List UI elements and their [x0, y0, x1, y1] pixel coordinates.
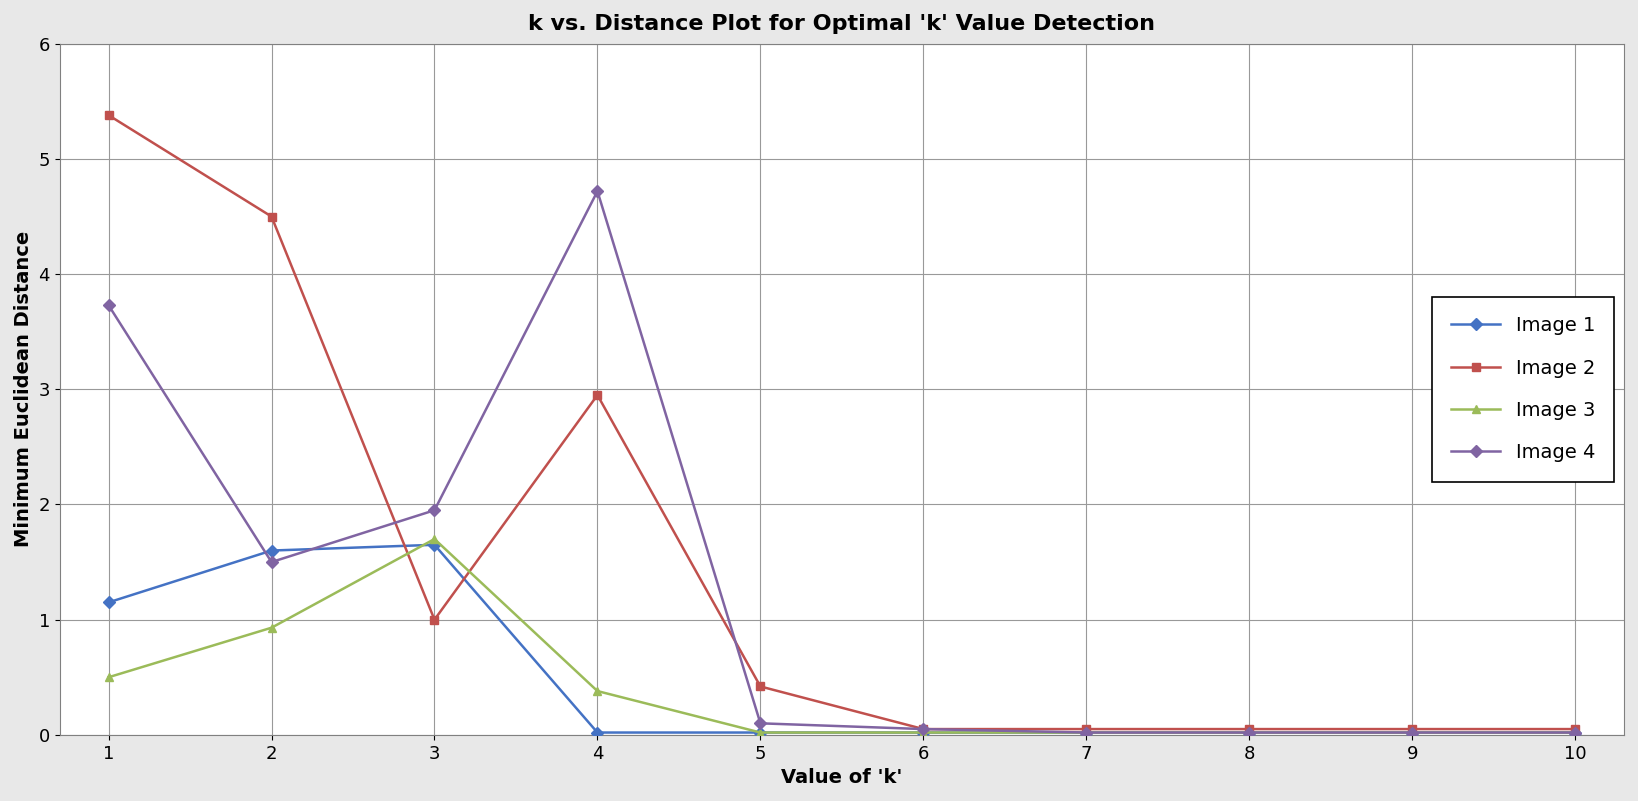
Image 1 — [1240, 728, 1260, 738]
Image 2 — [588, 390, 608, 400]
Line: Image 1: Image 1 — [105, 541, 1579, 737]
Image 2 — [98, 111, 118, 120]
Image 2 — [424, 615, 444, 625]
Image 1 — [588, 728, 608, 738]
Image 1 — [262, 545, 282, 555]
Image 3 — [1240, 728, 1260, 738]
Y-axis label: Minimum Euclidean Distance: Minimum Euclidean Distance — [13, 231, 33, 547]
Image 4 — [262, 557, 282, 567]
Line: Image 4: Image 4 — [105, 187, 1579, 737]
Image 1 — [98, 598, 118, 607]
Image 2 — [1076, 724, 1096, 734]
Image 3 — [262, 623, 282, 633]
Image 2 — [1566, 724, 1586, 734]
Image 4 — [914, 724, 934, 734]
Image 3 — [914, 728, 934, 738]
Image 1 — [1566, 728, 1586, 738]
Image 4 — [1566, 728, 1586, 738]
Image 3 — [98, 672, 118, 682]
Image 2 — [262, 211, 282, 221]
Image 3 — [1402, 728, 1422, 738]
Line: Image 3: Image 3 — [105, 535, 1579, 737]
Image 1 — [914, 728, 934, 738]
Image 2 — [1240, 724, 1260, 734]
Image 1 — [1402, 728, 1422, 738]
Image 4 — [1402, 728, 1422, 738]
Image 2 — [1402, 724, 1422, 734]
Image 2 — [914, 724, 934, 734]
Title: k vs. Distance Plot for Optimal 'k' Value Detection: k vs. Distance Plot for Optimal 'k' Valu… — [529, 14, 1155, 34]
Image 4 — [1076, 728, 1096, 738]
Image 1 — [1076, 728, 1096, 738]
Line: Image 2: Image 2 — [105, 111, 1579, 733]
Image 4 — [424, 505, 444, 515]
Image 3 — [588, 686, 608, 696]
Image 4 — [588, 187, 608, 196]
X-axis label: Value of 'k': Value of 'k' — [781, 768, 903, 787]
Image 1 — [424, 540, 444, 549]
Image 4 — [1240, 728, 1260, 738]
Image 4 — [98, 300, 118, 310]
Legend: Image 1, Image 2, Image 3, Image 4: Image 1, Image 2, Image 3, Image 4 — [1432, 297, 1615, 481]
Image 3 — [424, 534, 444, 544]
Image 3 — [1566, 728, 1586, 738]
Image 4 — [750, 718, 770, 728]
Image 3 — [750, 728, 770, 738]
Image 2 — [750, 682, 770, 691]
Image 3 — [1076, 728, 1096, 738]
Image 1 — [750, 728, 770, 738]
